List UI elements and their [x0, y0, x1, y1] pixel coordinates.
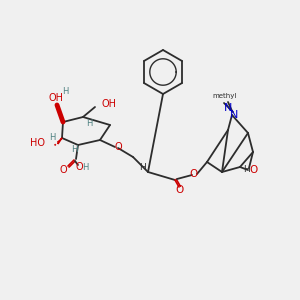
Text: H: H — [86, 118, 92, 127]
Text: H: H — [62, 88, 68, 97]
Text: methyl: methyl — [213, 93, 237, 99]
Text: O: O — [59, 165, 67, 175]
Text: O: O — [75, 162, 83, 172]
Text: N: N — [224, 103, 232, 113]
Text: O: O — [175, 185, 183, 195]
Text: O: O — [190, 169, 198, 179]
Text: H: H — [82, 163, 88, 172]
Text: OH: OH — [49, 93, 64, 103]
Text: H: H — [49, 134, 55, 142]
Text: H: H — [70, 146, 77, 154]
Text: H: H — [243, 164, 249, 173]
Text: HO: HO — [30, 138, 45, 148]
Polygon shape — [58, 138, 62, 144]
Text: O: O — [249, 165, 257, 175]
Text: N: N — [230, 110, 238, 120]
Text: O: O — [114, 142, 122, 152]
Text: OH: OH — [101, 99, 116, 109]
Text: H: H — [140, 164, 146, 172]
